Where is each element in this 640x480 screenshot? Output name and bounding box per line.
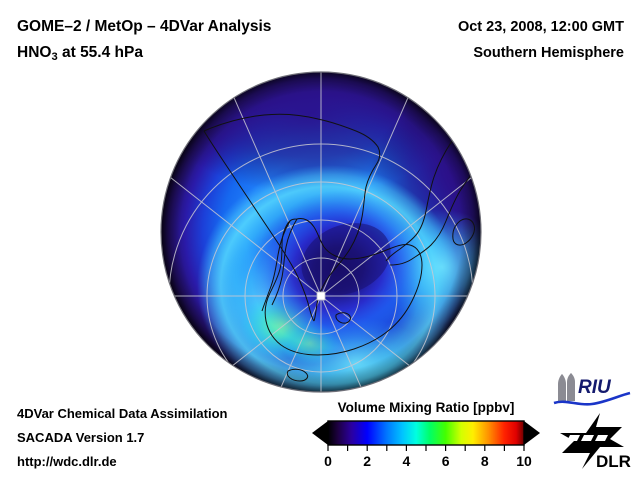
colorbar-legend: Volume Mixing Ratio [ppbv] 0 2 4 6 8 10 — [310, 400, 542, 472]
south-pole-marker — [316, 291, 326, 301]
coastline-antarctica — [264, 218, 423, 356]
colorbar-tick-label: 10 — [516, 453, 532, 469]
dlr-logo: DLR — [556, 411, 634, 471]
footer-line-2: SACADA Version 1.7 — [17, 430, 145, 445]
species-label: HNO — [17, 44, 52, 61]
colorbar-tick-label: 6 — [442, 453, 450, 469]
coastlines — [203, 108, 481, 382]
globe-data-layer — [161, 72, 481, 392]
timestamp-label: Oct 23, 2008, 12:00 GMT — [457, 19, 624, 35]
footer-line-3-url[interactable]: http://wdc.dlr.de — [17, 454, 117, 469]
pressure-level-label: at 55.4 hPa — [57, 44, 143, 61]
colorbar-tick-label: 2 — [363, 453, 371, 469]
title-line-2: HNO3 at 55.4 hPa — [17, 40, 271, 67]
coastline-south-america — [203, 113, 381, 322]
riu-logo: RIU — [552, 373, 632, 409]
colorbar-title: Volume Mixing Ratio [ppbv] — [337, 400, 515, 415]
colorbar-over-arrow — [524, 421, 540, 445]
dlr-mark-cutouts — [567, 435, 608, 441]
riu-wordmark: RIU — [578, 377, 612, 398]
dlr-wordmark: DLR — [596, 452, 631, 471]
coastline-south-america-west — [203, 130, 315, 322]
colorbar-tick-label: 0 — [324, 453, 332, 469]
dlr-mark-icon — [560, 413, 624, 469]
region-label: Southern Hemisphere — [473, 45, 624, 61]
coastline-africa-east — [389, 162, 481, 266]
title-line-1: GOME–2 / MetOp – 4DVar Analysis — [17, 18, 272, 35]
colorbar-tick-label: 4 — [403, 453, 411, 469]
coastline-falklands — [335, 312, 351, 324]
meridians — [161, 72, 481, 392]
footer-line-1: 4DVar Chemical Data Assimilation — [17, 406, 228, 421]
colorbar-under-arrow — [312, 421, 328, 445]
colorbar-gradient — [328, 421, 524, 445]
orthographic-globe-map — [160, 71, 482, 393]
header-title-block: GOME–2 / MetOp – 4DVar Analysis HNO3 at … — [17, 14, 271, 67]
footer-text-block: 4DVar Chemical Data Assimilation SACADA … — [17, 402, 228, 474]
colorbar-tick-label: 8 — [481, 453, 489, 469]
header-meta-block: Oct 23, 2008, 12:00 GMT Southern Hemisph… — [458, 14, 624, 66]
riu-wave-icon — [553, 391, 631, 406]
riu-towers-icon — [558, 373, 575, 401]
coastline-southern-islands — [286, 368, 309, 382]
coastline-peninsula-west — [261, 220, 291, 312]
colorbar-tick-labels: 0 2 4 6 8 10 — [324, 453, 532, 469]
species-subscript: 3 — [51, 51, 58, 63]
globe-outline — [160, 71, 482, 393]
coastline-madagascar — [452, 218, 475, 246]
colorbar-ticks — [327, 445, 525, 451]
coastline-antarctic-peninsula — [271, 218, 298, 306]
